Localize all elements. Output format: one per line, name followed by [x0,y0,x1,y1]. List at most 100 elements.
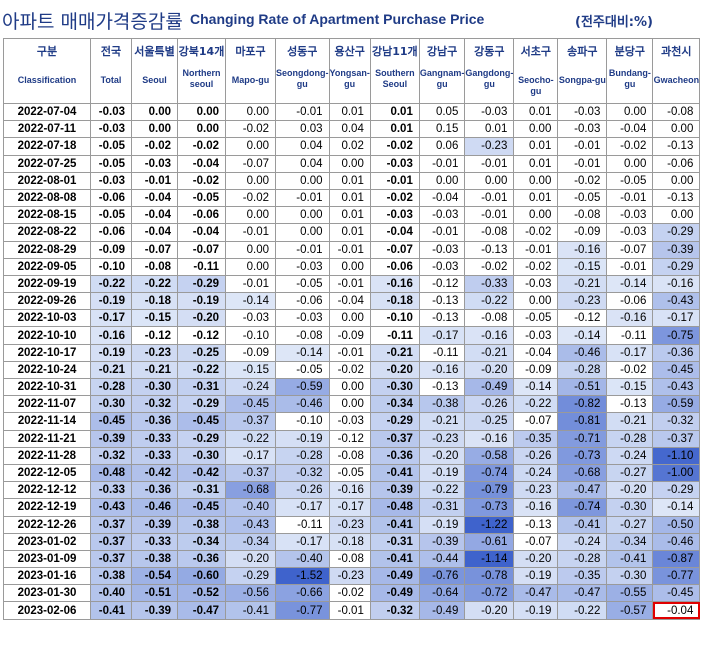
value-cell: -0.19 [418,463,466,483]
value-cell: -0.37 [90,532,132,551]
value-cell: -0.12 [131,326,178,345]
date-cell: 2022-12-12 [3,481,91,500]
value-cell: -0.11 [606,326,654,345]
value-cell: -0.08 [464,223,515,242]
value-cell: -0.29 [652,223,701,242]
value-cell: -0.33 [464,274,515,294]
value-cell: -0.68 [225,481,276,500]
value-cell: 0.00 [275,206,330,225]
value-cell: -0.22 [418,481,466,500]
value-cell: -0.07 [513,532,559,551]
value-cell: 0.00 [418,171,466,190]
value-cell: -0.13 [418,309,466,328]
date-cell: 2022-12-19 [3,498,91,517]
value-cell: -1.00 [652,463,701,483]
value-cell: -0.38 [418,395,466,414]
value-cell: -0.12 [177,326,226,345]
value-cell: -0.40 [275,549,330,569]
value-cell: 0.00 [328,395,371,414]
value-cell: -0.57 [606,601,654,620]
value-cell: -0.37 [90,515,132,534]
value-cell: -0.01 [275,102,330,122]
date-cell: 2022-08-15 [3,206,91,225]
date-cell: 2023-01-16 [3,567,91,586]
value-cell: -0.17 [225,446,276,465]
date-cell: 2023-01-02 [3,532,91,551]
value-cell: -0.12 [418,274,466,294]
column-header: 서초구 Seocho-gu [513,38,559,104]
value-cell: -0.35 [557,567,608,586]
value-cell: -0.04 [177,223,226,242]
value-cell: -0.41 [606,549,654,569]
value-cell: -0.01 [606,188,654,208]
value-cell: -0.03 [369,154,420,173]
value-cell: 0.00 [225,171,276,190]
value-cell: -0.37 [225,412,276,431]
value-cell: 0.00 [328,154,371,173]
value-cell: -0.15 [606,377,654,397]
value-cell: -0.41 [90,601,132,620]
value-cell: -0.04 [369,223,420,242]
value-cell: -0.11 [369,326,420,345]
value-cell: -0.71 [557,429,608,448]
value-cell: -0.41 [369,515,420,534]
date-cell: 2023-01-30 [3,584,91,603]
value-cell: -0.07 [513,412,559,431]
value-cell: -0.77 [652,567,701,586]
value-cell: -0.37 [369,429,420,448]
value-cell: -0.09 [513,360,559,380]
value-cell: -0.05 [90,154,132,173]
value-cell: -0.45 [225,395,276,414]
value-cell: -0.03 [275,257,330,276]
value-cell: -0.32 [275,463,330,483]
value-cell: -0.33 [131,429,178,448]
value-cell: -0.07 [369,240,420,259]
column-header: 성동구 Seongdong-gu [275,38,330,104]
value-cell: -0.01 [369,171,420,190]
value-cell: -0.30 [606,567,654,586]
value-cell: -0.12 [557,309,608,328]
value-cell: -0.30 [177,446,226,465]
date-cell: 2022-10-24 [3,360,91,380]
value-cell: -0.02 [177,137,226,156]
value-cell: -0.34 [177,532,226,551]
value-cell: -0.20 [418,446,466,465]
value-cell: -0.47 [177,601,226,620]
table-row: 2022-10-17 -0.19 -0.23 -0.25 -0.09 -0.14 -0.01… [3,343,701,362]
value-cell: 0.00 [177,102,226,122]
date-cell: 2022-08-01 [3,171,91,190]
date-cell: 2022-10-17 [3,343,91,362]
value-cell: 0.03 [275,120,330,139]
value-cell: -0.09 [557,223,608,242]
value-cell: -0.12 [328,429,371,448]
value-cell: -0.38 [131,549,178,569]
table-row: 2023-02-06 -0.41 -0.39 -0.47 -0.41 -0.77 -0.01… [3,601,701,620]
value-cell: -0.18 [328,532,371,551]
value-cell: -0.47 [513,584,559,603]
value-cell: -0.21 [131,360,178,380]
value-cell: -0.59 [275,377,330,397]
value-cell: -0.39 [369,481,420,500]
value-cell: -0.37 [652,429,701,448]
value-cell: -0.40 [90,584,132,603]
column-header-korean: 분당구 [614,45,646,58]
value-cell: -0.03 [606,206,654,225]
column-header-english: Northern seoul [182,68,221,89]
value-cell: -0.34 [225,532,276,551]
date-cell: 2022-11-07 [3,395,91,414]
value-cell: -0.22 [177,360,226,380]
column-header: 구분 Classification [3,38,91,104]
value-cell: -0.29 [177,274,226,294]
date-cell: 2022-08-22 [3,223,91,242]
value-cell: -0.23 [328,515,371,534]
table-row: 2022-09-19 -0.22 -0.22 -0.29 -0.01 -0.05 -0.01… [3,274,701,294]
column-header: 강남11개 Southern Seoul [369,38,420,104]
table-row: 2023-01-30 -0.40 -0.51 -0.52 -0.56 -0.66 -0.02… [3,584,701,603]
value-cell: 0.04 [275,137,330,156]
column-header-korean: 서초구 [520,45,552,58]
value-cell: -0.05 [177,188,226,208]
value-cell: -0.59 [652,395,701,414]
value-cell: -0.68 [557,463,608,483]
value-cell: 0.15 [418,120,466,139]
value-cell: -0.08 [131,257,178,276]
